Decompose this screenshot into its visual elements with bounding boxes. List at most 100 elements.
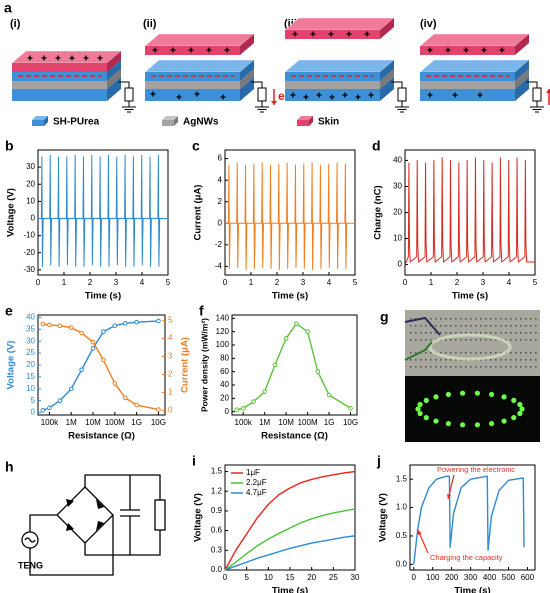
plus-sign xyxy=(194,91,200,97)
x-tick-label: 300 xyxy=(464,573,478,582)
breadboard-hole xyxy=(475,352,477,354)
breadboard-hole xyxy=(410,359,412,361)
breadboard-hole xyxy=(460,325,462,327)
breadboard-hole xyxy=(520,359,522,361)
breadboard-hole xyxy=(415,352,417,354)
series-line xyxy=(236,322,351,411)
y-tick-label: 60 xyxy=(220,367,229,376)
wire xyxy=(84,474,161,500)
plot-frame xyxy=(409,464,536,571)
breadboard-hole xyxy=(445,325,447,327)
data-point xyxy=(112,381,118,386)
y-tick-label: 0.0 xyxy=(211,565,223,574)
data-point xyxy=(122,321,128,326)
data-point xyxy=(90,346,96,351)
y-tick-label: 80 xyxy=(220,353,229,362)
breadboard-hole xyxy=(530,318,532,320)
breadboard-hole xyxy=(475,318,477,320)
breadboard-hole xyxy=(415,325,417,327)
breadboard-hole xyxy=(410,325,412,327)
x-tick-label: 30 xyxy=(351,573,360,582)
breadboard-hole xyxy=(465,332,467,334)
x-tick-label: 20 xyxy=(307,573,316,582)
data-point xyxy=(262,389,267,394)
x-tick-label: 100M xyxy=(105,418,125,427)
series-line xyxy=(413,475,525,565)
data-point xyxy=(122,395,128,401)
plus-sign xyxy=(499,47,505,53)
breadboard-hole xyxy=(430,359,432,361)
breadboard-hole xyxy=(465,318,467,320)
x-tick-label: 10M xyxy=(85,418,101,427)
breadboard-hole xyxy=(530,325,532,327)
breadboard-hole xyxy=(495,359,497,361)
breadboard-hole xyxy=(475,339,477,341)
y-tick-label: 0 xyxy=(398,260,403,269)
breadboard-hole xyxy=(500,325,502,327)
resistor xyxy=(124,87,134,102)
plus-sign xyxy=(220,94,226,100)
y-tick-label: 1.5 xyxy=(396,474,408,483)
y-tick-label: 0.6 xyxy=(211,526,223,535)
plot-frame xyxy=(37,314,166,416)
legend-label: 1μF xyxy=(246,468,260,477)
breadboard-hole xyxy=(415,366,417,368)
x-tick-label: 1M xyxy=(259,418,270,427)
source-label: TENG xyxy=(18,560,43,570)
x-tick-label: 15 xyxy=(286,573,295,582)
breadboard-hole xyxy=(505,339,507,341)
breadboard-hole xyxy=(470,318,472,320)
y-tick-label: 20 xyxy=(220,393,229,402)
x-tick-label: 5 xyxy=(244,573,249,582)
x-tick-label: 100 xyxy=(426,573,440,582)
legend-label: SH-PUrea xyxy=(53,117,100,128)
diode xyxy=(66,499,74,507)
breadboard-hole xyxy=(490,332,492,334)
breadboard-hole xyxy=(460,339,462,341)
series-line xyxy=(42,320,159,411)
slab-top xyxy=(11,50,122,64)
y-axis-label: Voltage (V) xyxy=(6,341,17,390)
breadboard-hole xyxy=(440,332,442,334)
jumper-wire xyxy=(404,341,433,361)
x-tick-label: 4 xyxy=(507,278,512,287)
x-tick-label: 200 xyxy=(445,573,459,582)
slab-top xyxy=(419,33,530,47)
breadboard-hole xyxy=(495,366,497,368)
y-axis-label: Voltage (V) xyxy=(6,188,17,237)
slab-top xyxy=(284,59,395,73)
data-point xyxy=(240,406,246,411)
breadboard-hole xyxy=(410,352,412,354)
breadboard-hole xyxy=(500,352,502,354)
x-tick-label: 0 xyxy=(36,278,41,287)
breadboard-hole xyxy=(505,325,507,327)
x-tick-label: 1M xyxy=(66,418,77,427)
breadboard-hole xyxy=(490,318,492,320)
arrow-head xyxy=(446,494,452,499)
resistor xyxy=(154,499,166,531)
plus-sign xyxy=(83,55,89,61)
y-tick-label: 140 xyxy=(216,313,230,322)
breadboard-hole xyxy=(410,366,412,368)
y2-tick-label: 5 xyxy=(168,316,173,325)
y-tick-label: 1.0 xyxy=(396,503,408,512)
x-tick-label: 100k xyxy=(41,418,59,427)
x-tick-label: 1G xyxy=(131,418,142,427)
breadboard-hole xyxy=(490,352,492,354)
breadboard-hole xyxy=(485,332,487,334)
y-tick-label: 30 xyxy=(26,336,35,345)
breadboard-hole xyxy=(520,318,522,320)
breadboard-hole xyxy=(510,332,512,334)
y-tick-label: 30 xyxy=(26,162,35,171)
data-point xyxy=(101,329,106,334)
breadboard-hole xyxy=(430,366,432,368)
y-tick-label: 10 xyxy=(26,196,35,205)
slab-front xyxy=(420,89,515,101)
panel-label: c xyxy=(192,138,200,154)
breadboard-hole xyxy=(460,332,462,334)
breadboard-hole xyxy=(520,332,522,334)
series-line xyxy=(224,508,356,571)
led xyxy=(489,391,495,398)
y-tick-label: 0.3 xyxy=(211,545,223,554)
x-tick-label: 100k xyxy=(235,418,253,427)
